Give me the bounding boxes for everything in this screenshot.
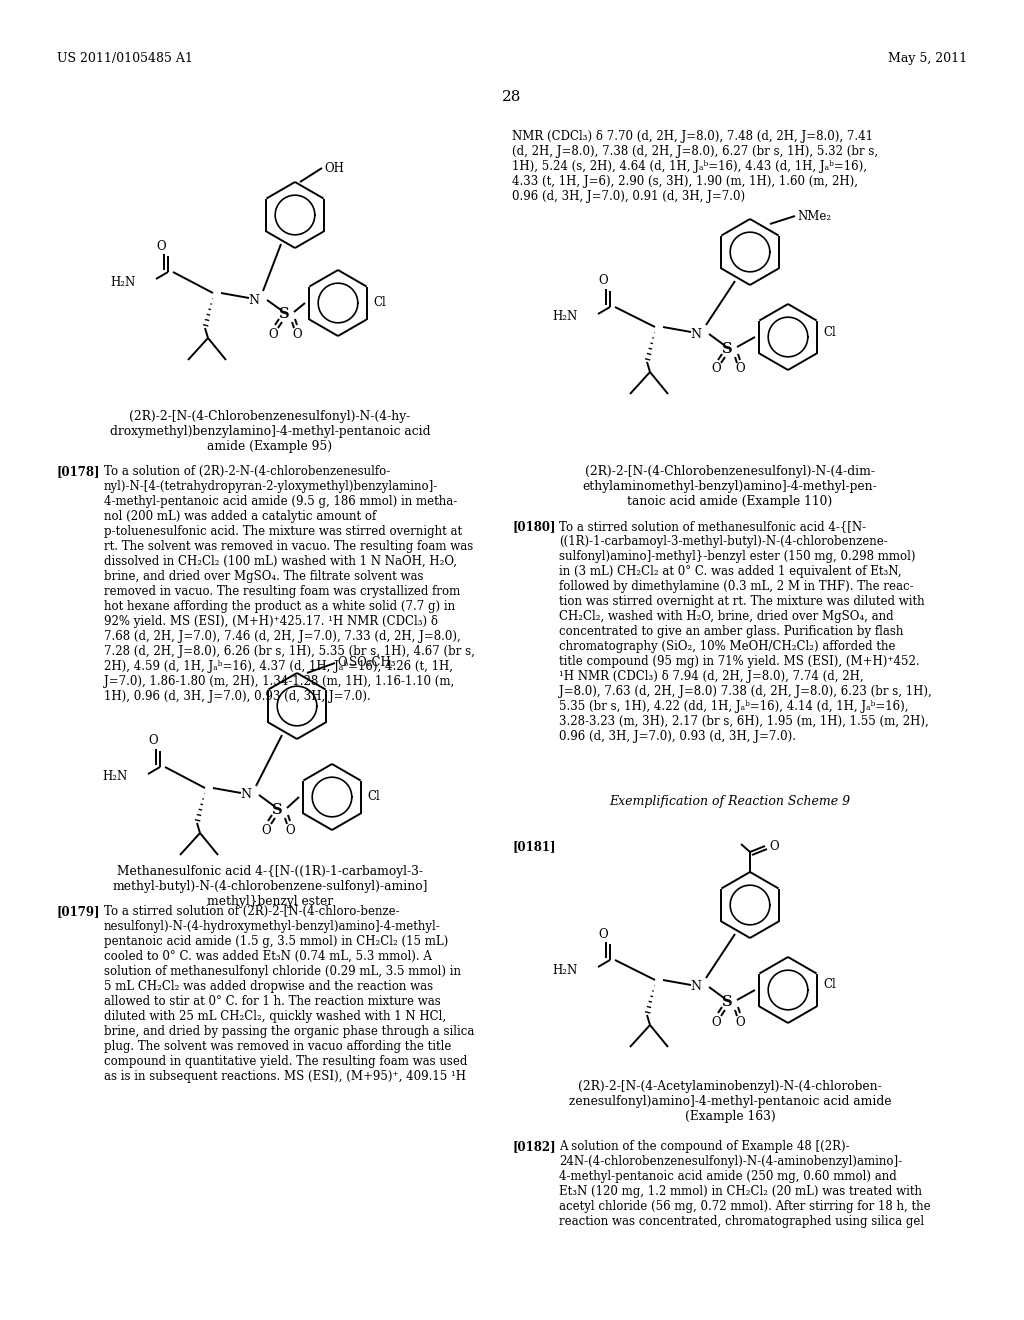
Text: (2R)-2-[N-(4-Chlorobenzenesulfonyl)-N-(4-dim-
ethylaminomethyl-benzyl)amino]-4-m: (2R)-2-[N-(4-Chlorobenzenesulfonyl)-N-(4… <box>583 465 878 508</box>
Text: Cl: Cl <box>823 978 836 991</box>
Text: O: O <box>735 1015 744 1028</box>
Text: N: N <box>241 788 252 801</box>
Text: O: O <box>292 327 302 341</box>
Text: N: N <box>249 293 259 306</box>
Text: To a solution of (2R)-2-N-(4-chlorobenzenesulfo-
nyl)-N-[4-(tetrahydropyran-2-yl: To a solution of (2R)-2-N-(4-chlorobenze… <box>104 465 475 704</box>
Text: S: S <box>722 995 732 1008</box>
Text: [0182]: [0182] <box>512 1140 556 1152</box>
Text: O: O <box>598 275 608 288</box>
Text: O: O <box>268 327 278 341</box>
Text: S: S <box>722 342 732 356</box>
Text: 28: 28 <box>503 90 521 104</box>
Text: O: O <box>157 239 166 252</box>
Text: (2R)-2-[N-(4-Chlorobenzenesulfonyl)-N-(4-hy-
droxymethyl)benzylamino]-4-methyl-p: (2R)-2-[N-(4-Chlorobenzenesulfonyl)-N-(4… <box>110 411 430 453</box>
Text: May 5, 2011: May 5, 2011 <box>888 51 967 65</box>
Text: N: N <box>690 981 701 994</box>
Text: O: O <box>735 363 744 375</box>
Text: (2R)-2-[N-(4-Acetylaminobenzyl)-N-(4-chloroben-
zenesulfonyl)amino]-4-methyl-pen: (2R)-2-[N-(4-Acetylaminobenzyl)-N-(4-chl… <box>568 1080 891 1123</box>
Text: [0179]: [0179] <box>57 906 100 917</box>
Text: Cl: Cl <box>373 297 386 309</box>
Text: O: O <box>286 824 295 837</box>
Text: Methanesulfonic acid 4-{[N-((1R)-1-carbamoyl-3-
methyl-butyl)-N-(4-chlorobenzene: Methanesulfonic acid 4-{[N-((1R)-1-carba… <box>113 865 428 908</box>
Text: [0178]: [0178] <box>57 465 100 478</box>
Text: O: O <box>769 840 778 853</box>
Text: US 2011/0105485 A1: US 2011/0105485 A1 <box>57 51 193 65</box>
Text: O: O <box>148 734 158 747</box>
Text: H₂N: H₂N <box>553 310 578 323</box>
Text: Exemplification of Reaction Scheme 9: Exemplification of Reaction Scheme 9 <box>609 795 851 808</box>
Text: O: O <box>261 824 270 837</box>
Text: NMe₂: NMe₂ <box>797 210 831 223</box>
Text: SO₂CH₃: SO₂CH₃ <box>349 656 395 669</box>
Text: To a stirred solution of (2R)-2-[N-(4-chloro-benze-
nesulfonyl)-N-(4-hydroxymeth: To a stirred solution of (2R)-2-[N-(4-ch… <box>104 906 474 1082</box>
Text: H₂N: H₂N <box>553 964 578 977</box>
Text: H₂N: H₂N <box>102 771 128 784</box>
Text: H₂N: H₂N <box>111 276 136 289</box>
Text: [0181]: [0181] <box>512 840 555 853</box>
Text: O: O <box>712 1015 721 1028</box>
Text: O: O <box>337 656 347 669</box>
Text: OH: OH <box>324 161 344 174</box>
Text: A solution of the compound of Example 48 [(2R)-
24N-(4-chlorobenzenesulfonyl)-N-: A solution of the compound of Example 48… <box>559 1140 931 1228</box>
Text: O: O <box>712 363 721 375</box>
Text: N: N <box>690 327 701 341</box>
Text: S: S <box>271 803 283 817</box>
Text: NMR (CDCl₃) δ 7.70 (d, 2H, J=8.0), 7.48 (d, 2H, J=8.0), 7.41
(d, 2H, J=8.0), 7.3: NMR (CDCl₃) δ 7.70 (d, 2H, J=8.0), 7.48 … <box>512 129 879 203</box>
Text: [0180]: [0180] <box>512 520 555 533</box>
Text: Cl: Cl <box>823 326 836 338</box>
Text: To a stirred solution of methanesulfonic acid 4-{[N-
((1R)-1-carbamoyl-3-methyl-: To a stirred solution of methanesulfonic… <box>559 520 932 743</box>
Text: O: O <box>598 928 608 940</box>
Text: Cl: Cl <box>367 791 380 804</box>
Text: S: S <box>279 308 290 321</box>
